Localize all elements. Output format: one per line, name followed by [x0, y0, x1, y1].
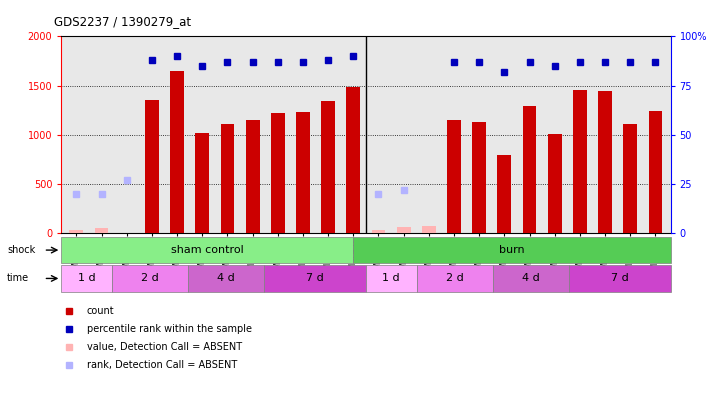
- Text: burn: burn: [499, 245, 525, 255]
- Bar: [397, 227, 410, 233]
- Bar: [353, 237, 671, 263]
- Bar: [624, 124, 637, 233]
- Bar: [145, 100, 159, 233]
- Text: 2 d: 2 d: [141, 273, 159, 283]
- Bar: [265, 265, 366, 292]
- Bar: [112, 265, 188, 292]
- Bar: [573, 90, 587, 233]
- Bar: [188, 265, 265, 292]
- Text: value, Detection Call = ABSENT: value, Detection Call = ABSENT: [87, 342, 242, 352]
- Text: 7 d: 7 d: [611, 273, 629, 283]
- Bar: [296, 112, 310, 233]
- Bar: [497, 155, 511, 233]
- Bar: [569, 265, 671, 292]
- Text: percentile rank within the sample: percentile rank within the sample: [87, 324, 252, 334]
- Bar: [422, 226, 435, 233]
- Text: time: time: [7, 273, 30, 283]
- Bar: [195, 133, 209, 233]
- Bar: [371, 230, 386, 233]
- Bar: [322, 101, 335, 233]
- Text: count: count: [87, 307, 114, 316]
- Bar: [69, 230, 84, 233]
- Bar: [598, 92, 612, 233]
- Bar: [648, 111, 663, 233]
- Text: 4 d: 4 d: [522, 273, 540, 283]
- Text: 4 d: 4 d: [218, 273, 235, 283]
- Bar: [170, 71, 184, 233]
- Bar: [61, 265, 112, 292]
- Bar: [493, 265, 569, 292]
- Text: shock: shock: [7, 245, 35, 255]
- Text: 1 d: 1 d: [382, 273, 400, 283]
- Bar: [523, 106, 536, 233]
- Bar: [472, 122, 486, 233]
- Bar: [246, 120, 260, 233]
- Text: sham control: sham control: [171, 245, 244, 255]
- Bar: [548, 134, 562, 233]
- Bar: [447, 120, 461, 233]
- Bar: [366, 265, 417, 292]
- Bar: [221, 124, 234, 233]
- Text: GDS2237 / 1390279_at: GDS2237 / 1390279_at: [54, 15, 191, 28]
- Text: 2 d: 2 d: [446, 273, 464, 283]
- Text: rank, Detection Call = ABSENT: rank, Detection Call = ABSENT: [87, 360, 236, 370]
- Text: 7 d: 7 d: [306, 273, 324, 283]
- Bar: [61, 237, 353, 263]
- Bar: [94, 228, 108, 233]
- Bar: [271, 113, 285, 233]
- Bar: [346, 87, 360, 233]
- Text: 1 d: 1 d: [78, 273, 95, 283]
- Bar: [417, 265, 493, 292]
